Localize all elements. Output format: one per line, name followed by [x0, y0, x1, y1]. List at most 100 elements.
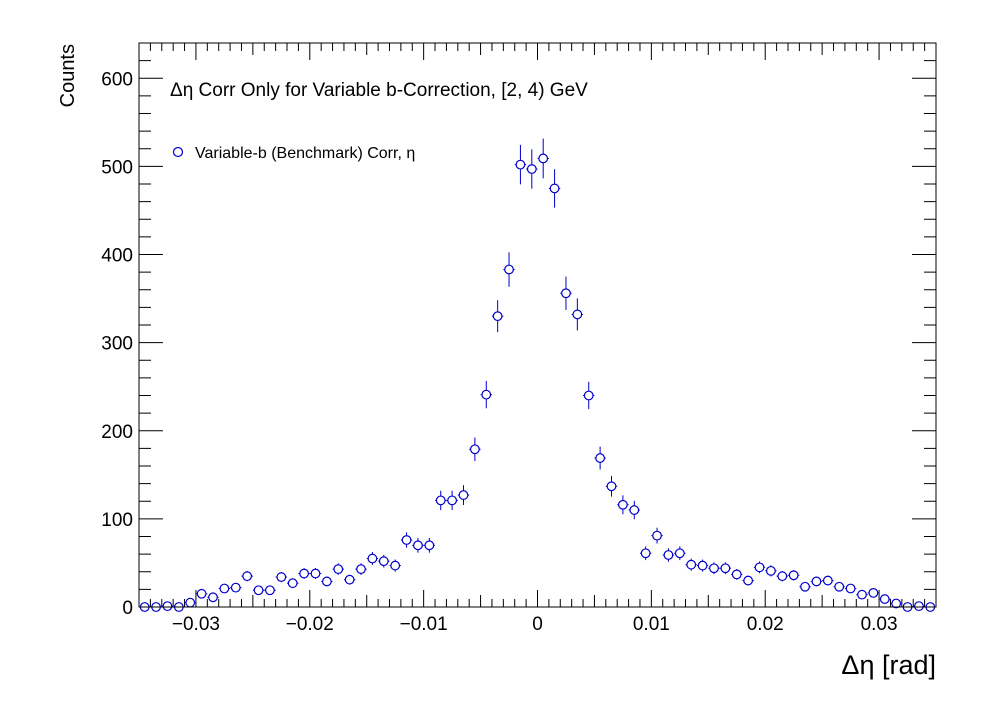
data-point [332, 563, 344, 575]
data-point [822, 575, 834, 586]
data-point [275, 571, 288, 583]
x-tick-label: 0.01 [633, 614, 670, 635]
data-marker [811, 576, 822, 587]
data-marker [287, 578, 298, 589]
data-point [787, 569, 800, 581]
data-point [446, 490, 458, 511]
data-point [412, 537, 424, 553]
data-marker [230, 582, 241, 593]
data-marker [367, 553, 378, 564]
data-marker [743, 575, 754, 586]
data-marker [515, 159, 526, 170]
data-marker [265, 585, 275, 596]
x-tick-label: −0.03 [172, 614, 220, 635]
plot-frame [138, 42, 937, 608]
data-marker [663, 550, 674, 560]
data-point [287, 578, 299, 589]
data-marker [390, 560, 401, 571]
data-point [639, 546, 652, 561]
data-point [309, 568, 322, 579]
data-marker [469, 444, 480, 455]
data-marker [788, 570, 799, 581]
data-marker [674, 548, 685, 559]
data-point [913, 601, 925, 612]
data-marker [435, 495, 446, 506]
data-point [719, 562, 732, 575]
data-marker [822, 575, 833, 586]
data-point [765, 565, 777, 577]
data-marker [162, 601, 173, 612]
data-marker [777, 571, 788, 582]
data-point [742, 575, 754, 586]
data-point [605, 475, 618, 497]
data-point [241, 570, 253, 582]
y-tick-label: 0 [122, 598, 133, 619]
data-marker [333, 564, 344, 575]
data-point [491, 300, 504, 333]
data-marker [834, 581, 845, 592]
y-tick-label: 100 [101, 510, 133, 531]
data-marker [401, 535, 412, 545]
x-tick-label: −0.02 [286, 614, 334, 635]
data-marker [629, 505, 640, 515]
y-tick-label: 500 [101, 157, 133, 178]
data-marker [572, 309, 583, 320]
data-marker [686, 559, 697, 570]
data-marker [914, 601, 924, 612]
legend: Variable-b (Benchmark) Corr, η [172, 145, 415, 162]
data-marker [868, 588, 879, 598]
data-point [161, 601, 174, 612]
data-marker [891, 598, 902, 609]
data-marker [731, 569, 742, 580]
data-point [435, 490, 447, 511]
y-tick-label: 600 [101, 69, 133, 90]
data-point [753, 561, 766, 574]
data-point [298, 568, 310, 579]
data-marker [208, 592, 218, 603]
data-marker [481, 389, 492, 400]
data-marker [606, 481, 617, 492]
data-point [503, 252, 515, 287]
data-marker [617, 499, 628, 510]
x-tick-label: 0.02 [747, 614, 784, 635]
data-point [548, 169, 561, 208]
data-point [571, 298, 584, 331]
data-marker [378, 556, 389, 567]
data-point [355, 563, 367, 575]
data-point [799, 581, 811, 592]
data-point [594, 446, 606, 470]
data-marker [185, 597, 196, 608]
data-marker [766, 565, 776, 576]
data-marker [754, 562, 765, 573]
data-point [537, 138, 549, 179]
data-marker [447, 495, 458, 506]
data-marker [321, 576, 332, 587]
data-marker [492, 311, 503, 322]
data-point [617, 495, 629, 515]
legend-label: Variable-b (Benchmark) Corr, η [195, 145, 415, 162]
data-point [321, 576, 333, 587]
data-point [400, 532, 413, 548]
data-point [366, 551, 379, 566]
data-marker [640, 548, 651, 559]
data-marker [253, 585, 264, 596]
data-marker [538, 153, 549, 164]
y-axis-label: Counts [57, 44, 79, 107]
x-tick-label: 0 [532, 614, 543, 635]
data-point [833, 581, 845, 592]
x-axis-label: Δη [rad] [841, 650, 936, 680]
data-marker [652, 530, 662, 541]
data-point [514, 144, 527, 185]
data-point [856, 589, 868, 600]
x-tick-labels: −0.03 −0.02 −0.01 0 0.01 0.02 0.03 [172, 614, 898, 635]
data-point [252, 585, 265, 596]
data-marker [344, 574, 355, 585]
data-point [389, 559, 401, 572]
data-point [195, 588, 208, 599]
data-point [457, 485, 470, 506]
data-point [218, 583, 231, 594]
data-marker [857, 589, 867, 600]
data-marker [720, 563, 731, 574]
